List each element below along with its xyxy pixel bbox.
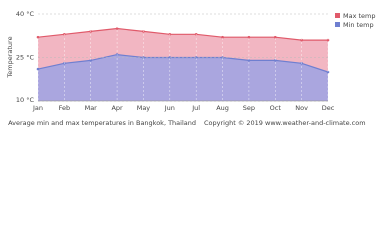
point (273, 35, 277, 39)
caption: Average min and max temperatures in Bang… (8, 119, 196, 127)
point (194, 56, 198, 59)
x-tick-label: Sep (243, 104, 255, 112)
x-tick-label: Nov (295, 104, 308, 112)
x-tick-label: Oct (270, 104, 282, 112)
area (38, 54, 328, 101)
point (326, 38, 330, 42)
point (36, 35, 40, 39)
x-tick-label: Aug (216, 104, 229, 112)
x-tick-label: Feb (59, 104, 71, 112)
y-tick-label: 10 °C (16, 96, 35, 104)
legend-swatch (335, 13, 340, 18)
x-tick-label: Jun (164, 104, 175, 112)
x-tick-label: Mar (85, 104, 98, 112)
legend-label: Min temp (343, 21, 374, 29)
y-axis-label: Temperature (6, 36, 14, 78)
copyright: Copyright © 2019 www.weather-and-climate… (204, 119, 366, 127)
point (247, 59, 251, 62)
chart: Temperature Average min and max temperat… (6, 10, 376, 127)
point (89, 59, 93, 62)
point (247, 35, 251, 39)
x-tick-label: May (137, 104, 151, 112)
point (168, 56, 172, 59)
y-tick-label: 25 °C (16, 54, 35, 62)
x-tick-label: Dec (322, 104, 335, 112)
x-tick-label: Apr (111, 104, 123, 112)
point (36, 67, 40, 71)
line (37, 27, 328, 41)
y-tick-label: 40 °C (16, 10, 35, 18)
point (273, 59, 277, 62)
legend-swatch (335, 22, 340, 27)
point (115, 27, 119, 30)
point (221, 35, 224, 39)
x-tick-label: Jan (32, 104, 43, 112)
x-tick-label: Jul (191, 104, 200, 112)
point (300, 38, 303, 42)
legend-label: Max temp (343, 12, 376, 20)
